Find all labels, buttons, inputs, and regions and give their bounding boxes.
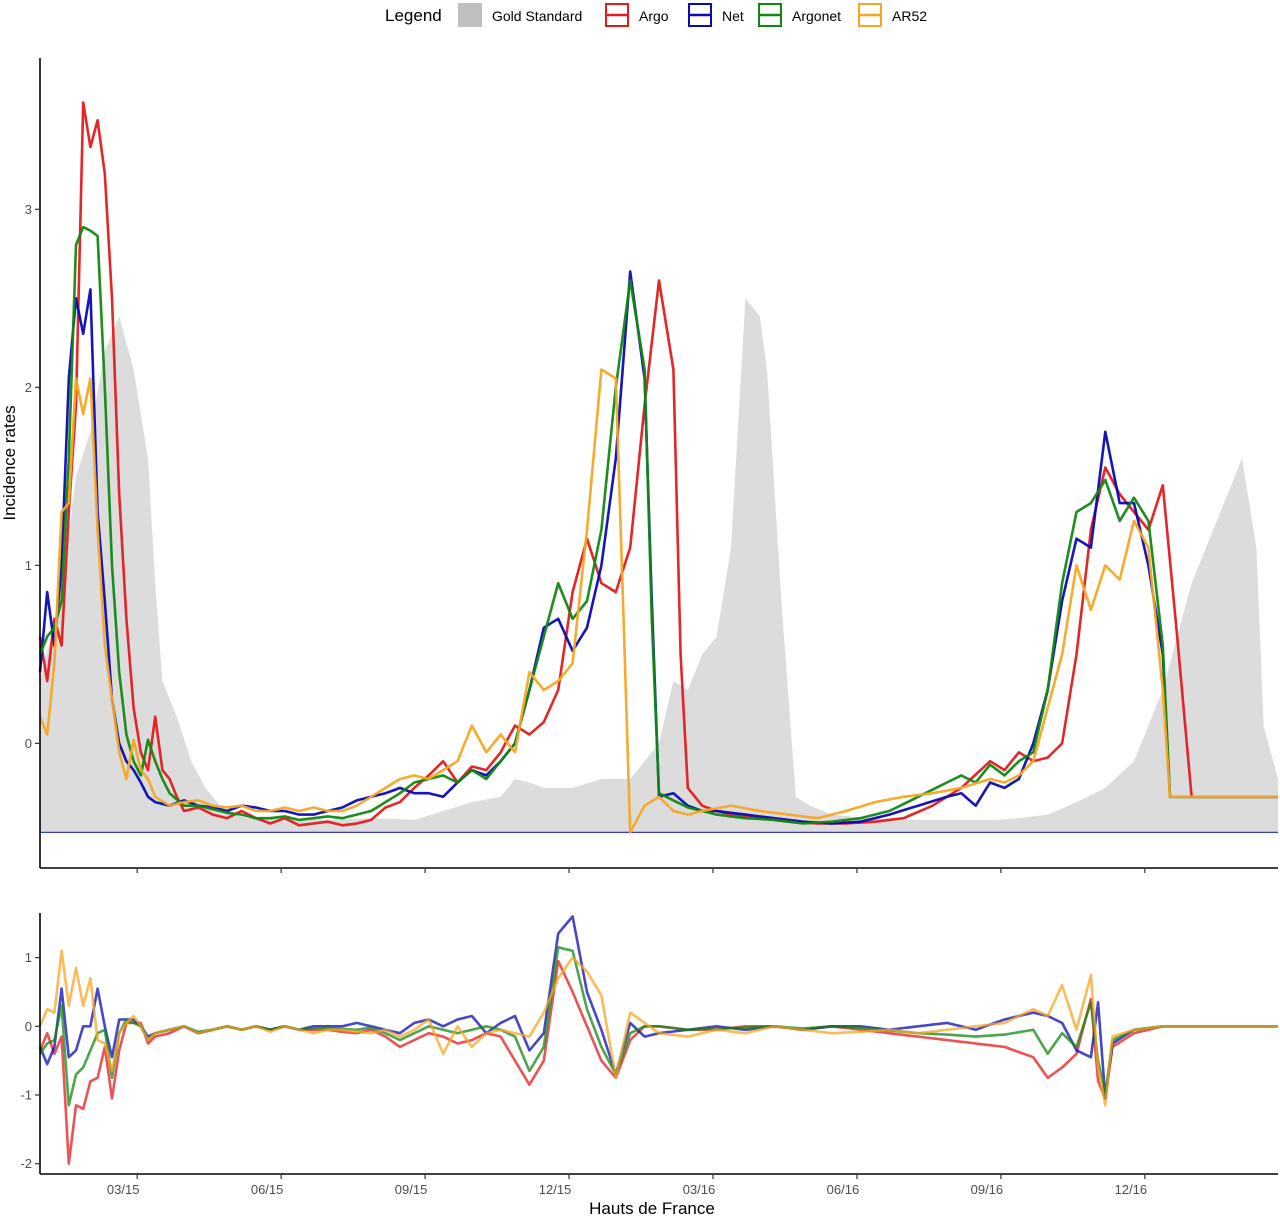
y-axis-title: Incidence rates	[0, 405, 19, 520]
top-series-net	[38, 270, 1278, 825]
x-tick-label: 09/15	[395, 1182, 428, 1197]
top-y-tick-label: 0	[25, 736, 32, 751]
legend-key-argo	[605, 3, 629, 27]
gold-standard-area	[40, 298, 1278, 833]
x-axis-title: Hauts de France	[589, 1199, 715, 1217]
x-tick-label: 03/15	[107, 1182, 140, 1197]
top-y-tick-label: 1	[25, 558, 32, 573]
top-y-tick-label: 3	[25, 202, 32, 217]
top-series-argonet	[38, 225, 1278, 825]
legend-label-argonet: Argonet	[792, 8, 842, 24]
x-tick-label: 03/16	[683, 1182, 716, 1197]
legend-key-net	[688, 3, 712, 27]
legend-key-argonet	[758, 3, 782, 27]
bottom-y-tick-label: -2	[20, 1156, 32, 1171]
top-series-argo	[38, 101, 1278, 827]
legend-key-gold-standard	[458, 3, 482, 27]
x-tick-label: 06/15	[251, 1182, 284, 1197]
x-tick-label: 09/16	[971, 1182, 1004, 1197]
legend-title: Legend	[385, 6, 442, 25]
bottom-y-tick-label: -1	[20, 1088, 32, 1103]
bottom-series-ar52	[38, 949, 1278, 1107]
x-tick-label: 12/15	[539, 1182, 572, 1197]
legend-key-ar52	[858, 3, 882, 27]
legend-label-gold-standard: Gold Standard	[492, 8, 583, 24]
bottom-y-tick-label: 0	[25, 1019, 32, 1034]
bottom-y-tick-label: 1	[25, 950, 32, 965]
x-tick-label: 06/16	[827, 1182, 860, 1197]
legend-label-argo: Argo	[639, 8, 669, 24]
legend-label-ar52: AR52	[892, 8, 928, 24]
x-tick-label: 12/16	[1115, 1182, 1148, 1197]
top-y-tick-label: 2	[25, 380, 32, 395]
bottom-panel: -2 -1 0 1 03/15 06/15 09/15 12/15 03/16 06/16 09/1…	[20, 913, 1278, 1197]
top-panel: 0 1 2 3	[25, 58, 1278, 873]
legend-label-net: Net	[722, 8, 744, 24]
top-series-ar52	[38, 368, 1278, 834]
legend: Legend Gold Standard Argo Net Argonet AR…	[0, 0, 1280, 32]
